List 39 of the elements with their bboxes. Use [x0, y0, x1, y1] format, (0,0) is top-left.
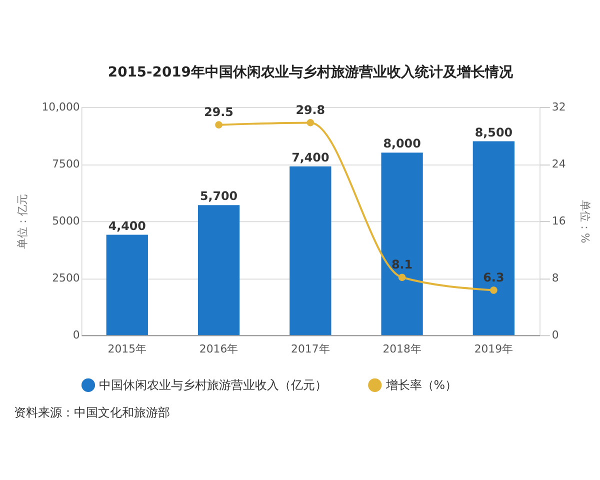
data-label: 4,400: [108, 218, 146, 233]
bar: [290, 166, 332, 336]
y-tick-label: 0: [72, 328, 80, 342]
y-axis-title: 单位：亿元: [16, 194, 29, 250]
y-tick-label: 2500: [52, 272, 80, 285]
chart-title: 2015-2019年中国休闲农业与乡村旅游营业收入统计及增长情况: [108, 63, 514, 80]
bar: [106, 234, 148, 336]
data-label: 8,000: [383, 136, 421, 151]
y2-tick-label: 16: [552, 214, 566, 228]
y-tick-label: 5000: [52, 214, 80, 228]
bar: [381, 152, 423, 336]
data-label: 6.3: [483, 270, 504, 284]
x-tick-label: 2016年: [199, 342, 238, 356]
point: [398, 274, 406, 282]
x-tick-label: 2019年: [474, 342, 514, 356]
y2-tick-label: 0: [552, 328, 559, 342]
x-tick-label: 2015年: [108, 342, 146, 356]
bar: [472, 141, 515, 336]
y-tick-label: 10,000: [42, 100, 80, 114]
y-tick-label: 7500: [52, 158, 80, 171]
data-label: 8,500: [474, 125, 512, 140]
point: [215, 121, 222, 129]
y2-tick-label: 8: [552, 272, 559, 285]
y2-tick-label: 32: [552, 100, 566, 114]
legend-label: 中国休闲农业与乡村旅游营业收入（亿元）: [99, 378, 328, 392]
y2-tick-label: 24: [552, 158, 566, 171]
point: [490, 286, 498, 294]
point: [306, 119, 314, 126]
data-label: 8.1: [392, 257, 413, 272]
x-tick-label: 2017年: [291, 342, 330, 356]
bar: [198, 205, 240, 336]
data-label: 7,400: [292, 150, 330, 164]
y2-axis-title: 单位：%: [578, 200, 592, 244]
data-label: 29.8: [296, 102, 326, 117]
x-tick-label: 2018年: [382, 342, 422, 356]
legend-label: 增长率（%）: [384, 378, 458, 392]
data-label: 5,700: [200, 189, 238, 204]
data-label: 29.5: [204, 104, 234, 119]
text: 资料来源：中国文化和旅游部: [14, 405, 170, 420]
